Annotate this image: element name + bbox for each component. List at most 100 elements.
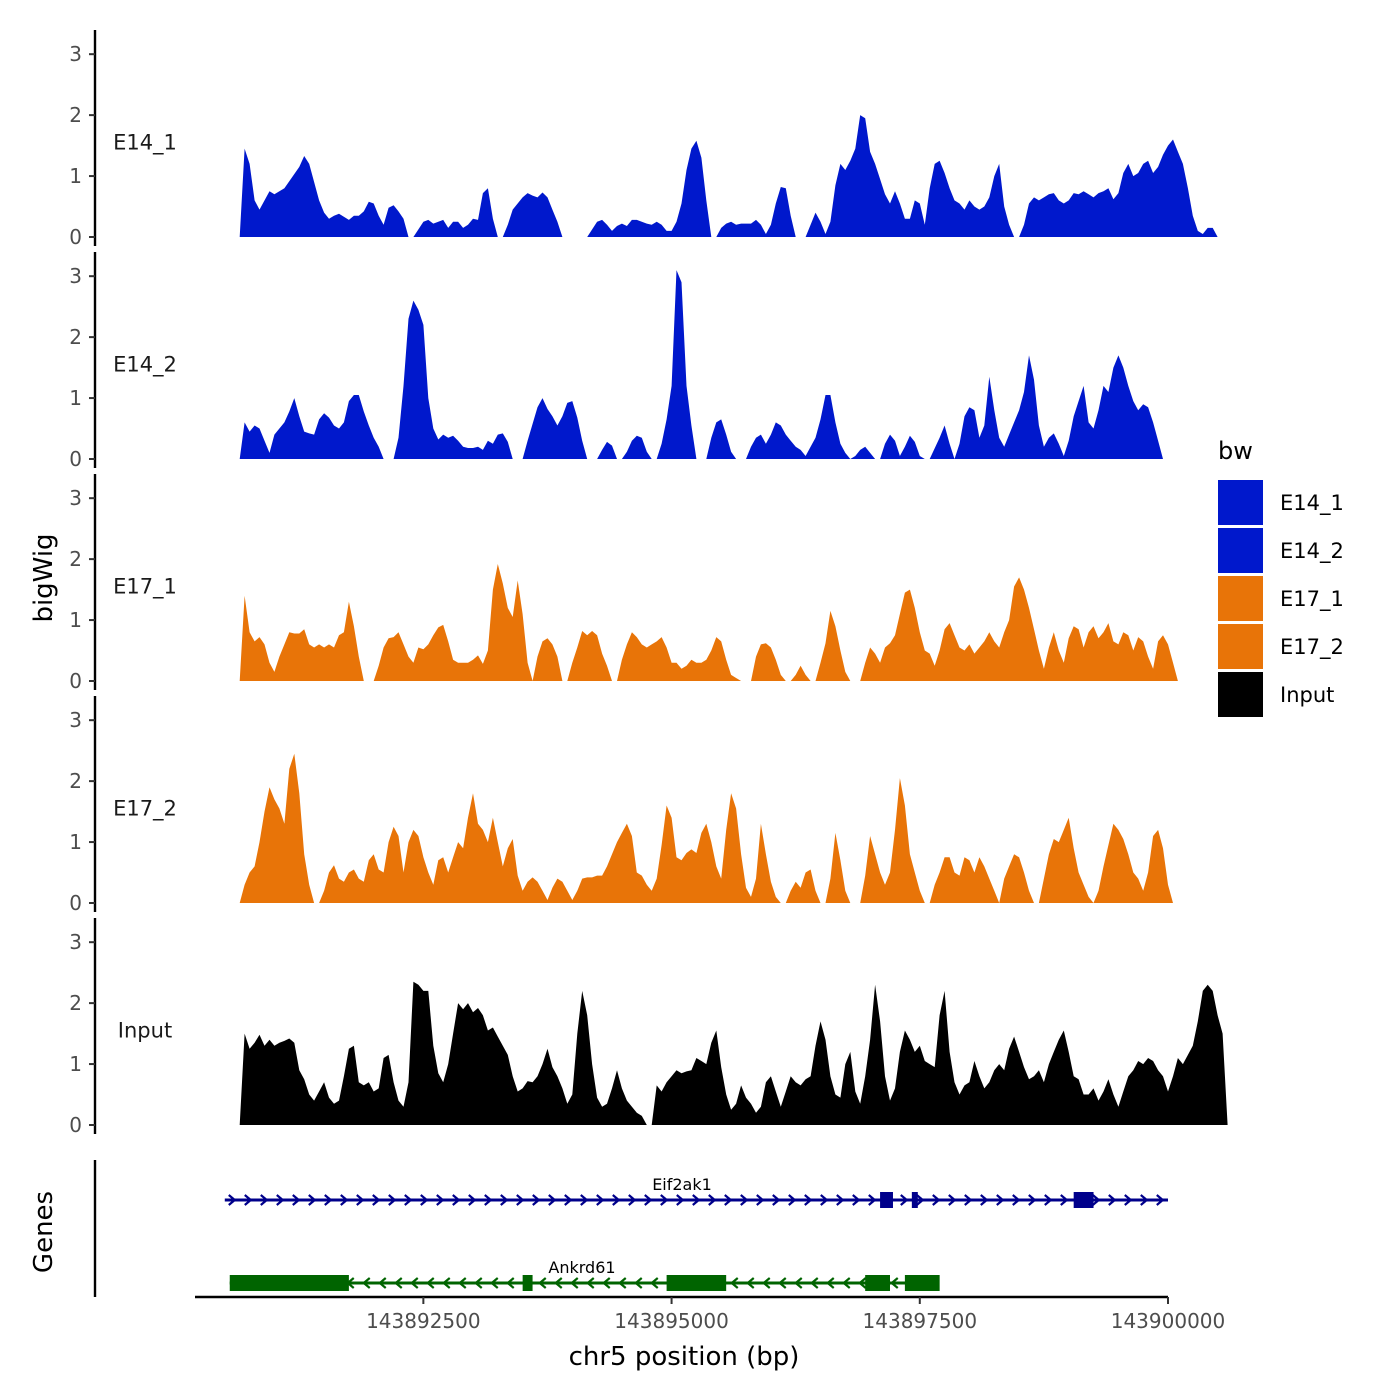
strand-arrow: [580, 1194, 589, 1206]
y-tick-label: 3: [69, 486, 82, 510]
strand-arrow: [708, 1194, 717, 1206]
signal-area: [239, 564, 1178, 681]
y-tick-label: 1: [69, 1052, 82, 1076]
y-tick-label: 0: [69, 447, 82, 471]
legend-label: Input: [1280, 683, 1334, 707]
legend-title: bw: [1218, 437, 1253, 465]
legend-label: E17_1: [1280, 587, 1344, 612]
strand-arrow: [458, 1277, 467, 1289]
strand-arrow: [452, 1194, 461, 1206]
strand-arrow: [356, 1194, 365, 1206]
track-label: E17_1: [113, 575, 177, 600]
gene-name-label: Ankrd61: [548, 1258, 615, 1277]
strand-arrow: [868, 1194, 877, 1206]
strand-arrow: [858, 1277, 867, 1289]
strand-arrow: [570, 1277, 579, 1289]
strand-arrow: [1124, 1194, 1133, 1206]
strand-arrow: [634, 1277, 643, 1289]
strand-arrow: [948, 1194, 957, 1206]
signal-area: [239, 270, 1163, 459]
x-tick-label: 143892500: [366, 1309, 481, 1333]
strand-arrow: [420, 1194, 429, 1206]
strand-arrow: [596, 1194, 605, 1206]
strand-arrow: [372, 1194, 381, 1206]
legend-swatch: [1218, 576, 1263, 621]
strand-arrow: [618, 1277, 627, 1289]
genes-axis-title: Genes: [29, 1191, 59, 1273]
track-label: E14_1: [113, 131, 177, 156]
strand-arrow: [324, 1194, 333, 1206]
strand-arrow: [612, 1194, 621, 1206]
strand-arrow: [602, 1277, 611, 1289]
legend-swatch: [1218, 672, 1263, 717]
strand-arrow: [490, 1277, 499, 1289]
strand-arrow: [292, 1194, 301, 1206]
legend: bw E14_1 E14_2 E17_1 E17_2 Input: [1218, 437, 1344, 717]
exon-block: [1073, 1192, 1094, 1208]
y-tick-label: 1: [69, 386, 82, 410]
legend-swatch: [1218, 624, 1263, 669]
y-tick-label: 3: [69, 264, 82, 288]
strand-arrow: [506, 1277, 515, 1289]
strand-arrow: [916, 1194, 925, 1206]
strand-arrow: [362, 1277, 371, 1289]
strand-arrow: [586, 1277, 595, 1289]
exon-block: [229, 1275, 349, 1291]
signal-area: [239, 753, 1173, 903]
strand-arrow: [746, 1277, 755, 1289]
strand-arrow: [404, 1194, 413, 1206]
strand-arrow: [468, 1194, 477, 1206]
exon-block: [880, 1192, 893, 1208]
strand-arrow: [852, 1194, 861, 1206]
strand-arrow: [1012, 1194, 1021, 1206]
strand-arrow: [724, 1194, 733, 1206]
x-axis: 143892500 143895000 143897500 143900000: [195, 1295, 1225, 1333]
strand-arrow: [500, 1194, 509, 1206]
x-axis-title: chr5 position (bp): [569, 1342, 800, 1372]
strand-arrow: [394, 1277, 403, 1289]
strand-arrow: [516, 1194, 525, 1206]
exon-block: [911, 1192, 918, 1208]
panel-e17-1: 0 1 2 3 E17_1: [69, 474, 1178, 693]
y-tick-label: 0: [69, 669, 82, 693]
strand-arrow: [276, 1194, 285, 1206]
exon-block: [666, 1275, 727, 1291]
y-tick-label: 1: [69, 830, 82, 854]
strand-arrow: [996, 1194, 1005, 1206]
strand-arrow: [308, 1194, 317, 1206]
panel-input: 0 1 2 3 Input: [69, 918, 1228, 1137]
strand-arrow: [692, 1194, 701, 1206]
strand-arrow: [842, 1277, 851, 1289]
track-label: E17_2: [113, 797, 177, 822]
y-tick-label: 2: [69, 769, 82, 793]
legend-label: E14_2: [1280, 539, 1344, 564]
exon-block: [865, 1275, 890, 1291]
panel-e14-1: 0 1 2 3 E14_1: [69, 30, 1218, 249]
panel-e17-2: 0 1 2 3 E17_2: [69, 696, 1173, 915]
legend-label: E14_1: [1280, 491, 1344, 516]
strand-arrow: [778, 1277, 787, 1289]
strand-arrow: [1028, 1194, 1037, 1206]
strand-arrow: [228, 1194, 237, 1206]
y-tick-label: 1: [69, 608, 82, 632]
y-tick-label: 0: [69, 225, 82, 249]
strand-arrow: [1108, 1194, 1117, 1206]
y-tick-label: 0: [69, 1113, 82, 1137]
gene-name-label: Eif2ak1: [652, 1175, 712, 1194]
strand-arrow: [762, 1277, 771, 1289]
strand-arrow: [436, 1194, 445, 1206]
strand-arrow: [644, 1194, 653, 1206]
strand-arrow: [820, 1194, 829, 1206]
legend-label: E17_2: [1280, 635, 1344, 660]
strand-arrow: [1140, 1194, 1149, 1206]
strand-arrow: [676, 1194, 685, 1206]
y-tick-label: 3: [69, 42, 82, 66]
x-tick-label: 143895000: [614, 1309, 729, 1333]
strand-arrow: [932, 1194, 941, 1206]
x-tick-label: 143897500: [863, 1309, 978, 1333]
strand-arrow: [730, 1277, 739, 1289]
strand-arrow: [836, 1194, 845, 1206]
y-tick-label: 2: [69, 991, 82, 1015]
strand-arrow: [794, 1277, 803, 1289]
